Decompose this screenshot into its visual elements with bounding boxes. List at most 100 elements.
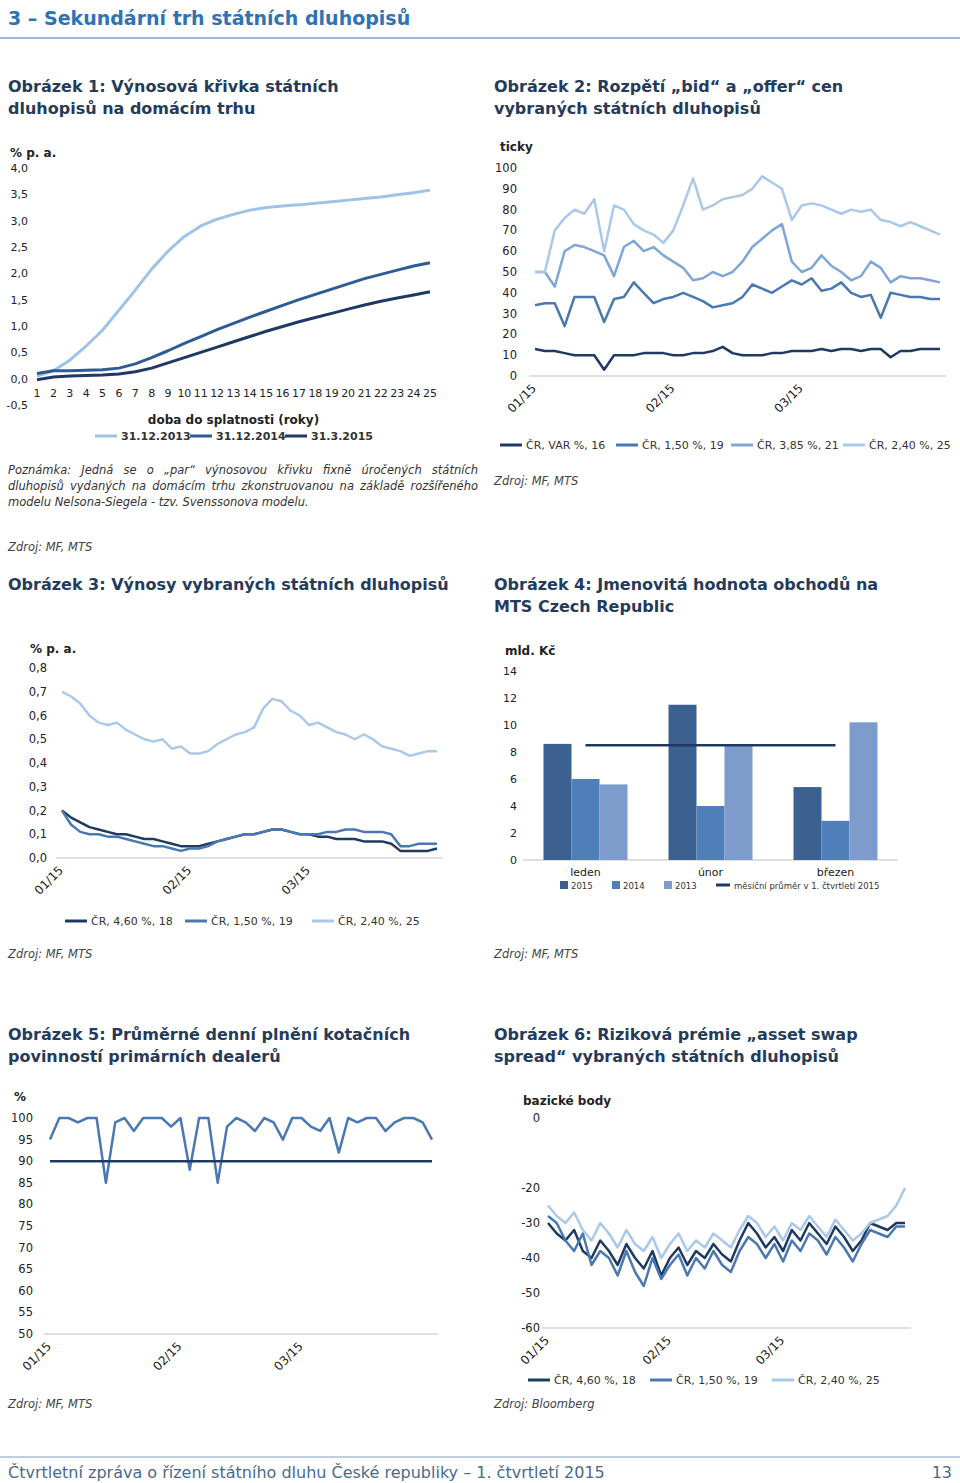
y-tick-label: 0 (533, 1111, 540, 1125)
y-tick-label: 10 (502, 348, 517, 362)
x-tick-label: 03/15 (753, 1333, 787, 1367)
y-tick-label: 8 (510, 746, 517, 759)
text-line: Obrázek 1: Výnosová křivka státních (8, 77, 339, 96)
y-tick-label: 100 (495, 161, 517, 175)
series-line (37, 190, 430, 376)
x-tick-label: 14 (243, 387, 257, 400)
plot-area (50, 1118, 432, 1183)
y-tick-label: -40 (521, 1251, 540, 1265)
legend-label: ČR, 3,85 %, 21 (757, 439, 839, 452)
legend-swatch (528, 1379, 550, 1382)
source: Zdroj: MF, MTS (493, 947, 578, 961)
source: Zdroj: MF, MTS (493, 474, 578, 488)
y-tick-label: 1,5 (11, 294, 29, 307)
y-tick-label: 0,5 (29, 732, 47, 746)
figure-title: Obrázek 6: Riziková prémie „asset swap sp… (494, 1025, 858, 1066)
x-axis-label: doba do splatnosti (roky) (148, 413, 319, 427)
page-number: 13 (932, 1463, 952, 1482)
source: Zdroj: MF, MTS (7, 1397, 92, 1411)
page-canvas: 3 – Sekundární trh státních dluhopisů Obr… (0, 0, 960, 1483)
y-tick-label: 65 (18, 1262, 33, 1276)
x-axis (529, 376, 946, 377)
y-tick-label: 30 (502, 307, 517, 321)
y-tick-label: 3,5 (11, 188, 29, 201)
x-tick-label: 6 (115, 387, 122, 400)
legend-label: ČR, 4,60 %, 18 (91, 915, 173, 928)
legend-label: 2014 (623, 881, 645, 891)
y-tick-label: 90 (502, 182, 517, 196)
y-tick-label: 10 (503, 719, 517, 732)
y-tick-label: 12 (503, 692, 517, 705)
legend-label: ČR, 2,40 %, 25 (338, 915, 420, 928)
x-tick-label: 15 (259, 387, 273, 400)
bar (850, 722, 878, 860)
y-axis-label: ticky (500, 140, 533, 154)
legend-label: 2015 (571, 881, 593, 891)
x-tick-label: 21 (358, 387, 372, 400)
section-heading: 3 – Sekundární trh státních dluhopisů (8, 7, 410, 29)
series-line (535, 347, 940, 370)
figure-title: Obrázek 2: Rozpětí „bid“ a „offer“ cenvy… (494, 77, 843, 118)
x-tick-label: 01/15 (32, 863, 66, 897)
legend-swatch (65, 920, 87, 923)
x-tick-label: únor (698, 866, 724, 879)
y-tick-label: 60 (18, 1284, 33, 1298)
series-line (586, 744, 836, 747)
x-tick-label: 10 (177, 387, 191, 400)
legend-label: ČR, VAR %, 16 (526, 439, 605, 452)
x-axis (56, 858, 443, 859)
x-tick-label: 12 (210, 387, 224, 400)
x-tick-label: 02/15 (160, 863, 194, 897)
y-tick-label: -20 (521, 1181, 540, 1195)
text-line: dluhopisů na domácím trhu (8, 99, 255, 118)
plot-area (62, 692, 437, 851)
legend-swatch (560, 881, 568, 889)
series-line (50, 1118, 432, 1183)
plot-area (535, 176, 940, 369)
bar (794, 787, 822, 860)
x-tick-label: 03/15 (771, 381, 805, 415)
figure-title: Obrázek 4: Jmenovitá hodnota obchodů naM… (494, 575, 878, 616)
text-line: Obrázek 6: Riziková prémie „asset swap (494, 1025, 858, 1044)
y-tick-label: 70 (502, 223, 517, 237)
x-tick-label: 17 (292, 387, 306, 400)
y-axis-label: % (14, 1090, 26, 1104)
y-tick-label: -60 (521, 1321, 540, 1335)
x-tick-label: 18 (308, 387, 322, 400)
series-line (548, 1188, 905, 1258)
y-tick-label: 95 (18, 1133, 33, 1147)
legend-swatch (716, 884, 730, 887)
x-tick-label: 1 (34, 387, 41, 400)
legend-label: ČR, 2,40 %, 25 (798, 1374, 880, 1387)
legend-label: 31.12.2013 (121, 430, 191, 443)
text-line: spread“ vybraných státních dluhopisů (494, 1047, 839, 1066)
x-tick-label: březen (817, 866, 855, 879)
x-tick-label: 02/15 (643, 381, 677, 415)
y-tick-label: 60 (502, 244, 517, 258)
legend-label: ČR, 1,50 %, 19 (676, 1374, 758, 1387)
x-tick-label: 01/15 (20, 1339, 54, 1373)
y-tick-label: 0,8 (29, 661, 47, 675)
series-line (62, 811, 437, 851)
y-tick-label: 55 (18, 1305, 33, 1319)
footer-text: Čtvrtletní zpráva o řízení státního dluh… (8, 1463, 605, 1482)
y-tick-label: 2 (510, 827, 517, 840)
x-tick-label: 13 (227, 387, 241, 400)
y-tick-label: 20 (502, 327, 517, 341)
x-tick-label: 03/15 (279, 863, 313, 897)
legend-label: ČR, 4,60 %, 18 (554, 1374, 636, 1387)
y-tick-label: 0,3 (29, 780, 47, 794)
x-tick-label: 02/15 (150, 1339, 184, 1373)
x-tick-label: 01/15 (518, 1333, 552, 1367)
figure-title: Obrázek 1: Výnosová křivka státních dluho… (8, 77, 339, 118)
y-tick-label: 0 (510, 854, 517, 867)
text-line: MTS Czech Republic (494, 597, 674, 616)
legend-label: 31.12.2014 (216, 430, 286, 443)
y-tick-label: 75 (18, 1219, 33, 1233)
figure-title: Obrázek 5: Průměrné denní plnění kotační… (8, 1025, 410, 1066)
y-axis-label: % p. a. (10, 146, 56, 160)
y-tick-label: 100 (11, 1111, 33, 1125)
y-tick-label: 0,0 (11, 373, 29, 386)
bar (697, 806, 725, 860)
series-line (37, 263, 430, 374)
